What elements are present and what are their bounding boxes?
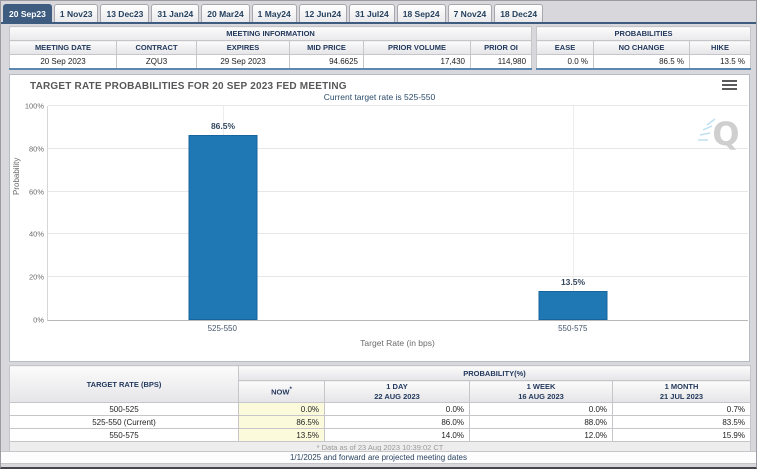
quikstrike-watermark-icon: Q [696, 114, 742, 154]
month-value: 83.5% [612, 415, 751, 429]
bar-value-label-525-550: 86.5% [210, 120, 236, 131]
no-change-value: 86.5 % [593, 54, 690, 69]
expires-header: EXPIRES [196, 40, 290, 55]
prior-oi-header: PRIOR OI [469, 40, 533, 55]
y-tick-20: 20% [28, 272, 44, 282]
one-month-column-header: 1 MONTH 21 JUL 2023 [612, 380, 751, 403]
target-rate-header: TARGET RATE (BPS) [9, 365, 239, 403]
x-category-525-550: 525-550 [207, 324, 237, 333]
chart-title: TARGET RATE PROBABILITIES FOR 20 SEP 202… [30, 81, 347, 92]
week-value: 12.0% [469, 428, 613, 442]
tab-20-sep23[interactable]: 20 Sep23 [3, 4, 52, 22]
tab-1-nov23[interactable]: 1 Nov23 [53, 4, 99, 22]
x-axis-categories: 525-550 550-575 [47, 324, 748, 335]
day-value: 14.0% [324, 428, 470, 442]
contract-header: CONTRACT [116, 40, 197, 55]
meeting-date-tabbar: 20 Sep23 1 Nov23 13 Dec23 31 Jan24 20 Ma… [1, 1, 756, 24]
bar-zone-550-575: 13.5% [398, 106, 748, 320]
expires-value: 29 Sep 2023 [196, 54, 290, 69]
table-row-525-550-current: 525-550 (Current) 86.5% 86.0% 88.0% 83.5… [9, 415, 751, 429]
tab-7-nov24[interactable]: 7 Nov24 [447, 4, 493, 22]
ease-value: 0.0 % [536, 54, 594, 69]
table-row-500-525: 500-525 0.0% 0.0% 0.0% 0.7% [9, 402, 751, 416]
hike-header: HIKE [688, 40, 752, 55]
probability-group-header: PROBABILITY(%) [238, 365, 751, 381]
now-value: 86.5% [238, 415, 325, 429]
table-row-550-575: 550-575 13.5% 14.0% 12.0% 15.9% [9, 428, 751, 442]
chart-subtitle: Current target rate is 525-550 [323, 92, 436, 102]
hike-value: 13.5 % [688, 54, 752, 69]
y-tick-100: 100% [24, 101, 44, 111]
tab-12-jun24[interactable]: 12 Jun24 [298, 4, 348, 22]
rate-label: 500-525 [9, 402, 239, 416]
meeting-date-header: MEETING DATE [9, 40, 117, 55]
chart-menu-icon[interactable] [722, 80, 737, 92]
contract-value: ZQU3 [116, 54, 197, 69]
svg-text:Q: Q [712, 115, 739, 153]
now-column-header: NOW* [238, 380, 325, 403]
data-as-of-footnote: * Data as of 23 Aug 2023 10:39:02 CT [9, 441, 751, 454]
no-change-header: NO CHANGE [593, 40, 690, 55]
x-axis-label: Target Rate (in bps) [360, 338, 435, 348]
month-value: 0.7% [612, 402, 751, 416]
probability-history-table: TARGET RATE (BPS) PROBABILITY(%) NOW* 1 … [9, 365, 751, 454]
x-category-550-575: 550-575 [558, 324, 588, 333]
meeting-info-title: MEETING INFORMATION [8, 26, 533, 41]
week-value: 0.0% [469, 402, 613, 416]
day-value: 86.0% [324, 415, 470, 429]
month-value: 15.9% [612, 428, 751, 442]
projected-dates-note: 1/1/2025 and forward are projected meeti… [1, 451, 756, 464]
bar-525-550 [188, 134, 258, 320]
day-value: 0.0% [324, 402, 470, 416]
tab-31-jan24[interactable]: 31 Jan24 [151, 4, 200, 22]
y-tick-40: 40% [28, 229, 44, 239]
now-value: 13.5% [238, 428, 325, 442]
mid-price-header: MID PRICE [289, 40, 364, 55]
prior-volume-value: 17,430 [363, 54, 471, 69]
bar-550-575 [538, 291, 608, 320]
meeting-date-value: 20 Sep 2023 [9, 54, 117, 69]
tab-18-sep24[interactable]: 18 Sep24 [396, 4, 446, 22]
y-tick-80: 80% [28, 144, 44, 154]
mid-price-value: 94.6625 [289, 54, 364, 69]
probabilities-title: PROBABILITIES [535, 26, 752, 41]
bar-zone-525-550: 86.5% [48, 106, 398, 320]
y-tick-0: 0% [33, 315, 44, 325]
tab-20-mar24[interactable]: 20 Mar24 [201, 4, 250, 22]
one-week-column-header: 1 WEEK 16 AUG 2023 [469, 380, 613, 403]
rate-label: 550-575 [9, 428, 239, 442]
info-row: MEETING INFORMATION MEETING DATE CONTRAC… [8, 26, 752, 71]
tab-31-jul24[interactable]: 31 Jul24 [349, 4, 395, 22]
probabilities-summary-table: PROBABILITIES EASE NO CHANGE HIKE 0.0 % … [535, 26, 752, 70]
bar-value-label-550-575: 13.5% [560, 277, 586, 288]
prior-oi-value: 114,980 [469, 54, 533, 69]
week-value: 88.0% [469, 415, 613, 429]
now-value: 0.0% [238, 402, 325, 416]
tab-13-dec23[interactable]: 13 Dec23 [100, 4, 150, 22]
meeting-information-table: MEETING INFORMATION MEETING DATE CONTRAC… [8, 26, 533, 70]
tab-1-may24[interactable]: 1 May24 [251, 4, 297, 22]
y-tick-60: 60% [28, 187, 44, 197]
ease-header: EASE [536, 40, 594, 55]
prior-volume-header: PRIOR VOLUME [363, 40, 471, 55]
rate-label: 525-550 (Current) [9, 415, 239, 429]
plot-area: 0% 20% 40% 60% 80% 100% 86.5% 13.5% [25, 102, 748, 325]
chart-panel: TARGET RATE PROBABILITIES FOR 20 SEP 202… [9, 74, 750, 362]
one-day-column-header: 1 DAY 22 AUG 2023 [324, 380, 470, 403]
y-axis-label: Probability [12, 157, 21, 195]
tab-18-dec24[interactable]: 18 Dec24 [494, 4, 544, 22]
